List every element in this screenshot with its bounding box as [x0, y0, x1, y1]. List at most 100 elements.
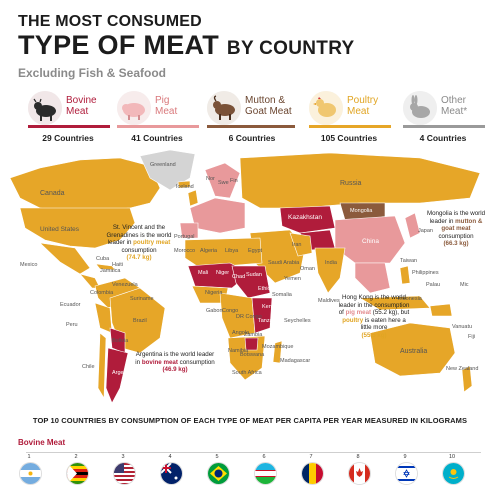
legend-bar-other	[403, 125, 485, 128]
country-label: Egypt	[248, 248, 263, 254]
country-label: Palau	[426, 282, 441, 288]
usa-flag	[113, 462, 136, 485]
country-label: DR Congo	[236, 314, 262, 320]
world-map-svg	[9, 149, 481, 404]
india-shape	[314, 247, 346, 294]
rank-number: 10	[448, 454, 456, 460]
legend-poultry: Poultry Meat	[309, 91, 395, 129]
uzbekistan-flag	[254, 462, 277, 485]
country-label: Mic	[460, 282, 469, 288]
argentina-flag	[19, 462, 42, 485]
zimbabwe-shape	[244, 337, 259, 351]
legend-bar-bovine	[28, 125, 110, 128]
canada-flag	[348, 462, 371, 485]
legend-bar-poultry	[309, 125, 391, 128]
rank-number: 7	[309, 454, 313, 460]
country-label: Fiji	[468, 334, 476, 340]
country-label: Argentina	[112, 370, 136, 376]
country-label: Nigeria	[205, 290, 223, 296]
country-label: Japan	[418, 228, 433, 234]
country-label: Gabon	[206, 308, 223, 314]
world-map: Canada United States Mexico Cuba Haiti J…	[0, 148, 500, 410]
uk-shape	[187, 189, 199, 207]
legend-count: 29 Countries	[42, 133, 94, 143]
chile-shape	[97, 332, 107, 400]
legend-count: 4 Countries	[419, 133, 467, 143]
indonesia-shape	[358, 295, 431, 311]
legend-mutton: Mutton & Goat Meat	[207, 91, 297, 129]
legend-label: Mutton & Goat Meat	[245, 95, 292, 117]
country-label: Madagascar	[280, 358, 311, 364]
legend-other: Other Meat*	[403, 91, 489, 129]
callout-mongolia: Mongolia is the world leader in mutton &…	[426, 210, 486, 247]
philippines-shape	[399, 265, 411, 285]
country-label: Ethiopia	[258, 286, 278, 292]
country-label: Haiti	[112, 262, 124, 268]
png-shape	[429, 303, 453, 317]
kazakhstan-flag	[442, 462, 465, 485]
country-label: Canada	[40, 190, 65, 197]
cow-icon	[28, 91, 62, 125]
country-label: Yemen	[284, 276, 301, 282]
country-label: Mali	[198, 270, 209, 276]
russia-shape	[239, 152, 481, 209]
madagascar-shape	[272, 340, 283, 364]
title-line-1: THE MOST CONSUMED	[18, 13, 202, 30]
country-label: Chile	[82, 364, 95, 370]
israel-flag	[395, 462, 418, 485]
country-label: Vanuatu	[452, 324, 473, 330]
country-label: Jamaica	[100, 268, 121, 274]
country-label: Mozambique	[262, 344, 294, 350]
country-label: Suriname	[130, 296, 154, 302]
usa-shape	[19, 207, 136, 249]
country-label: Mexico	[20, 262, 38, 268]
legend-label: Bovine Meat	[66, 95, 97, 117]
country-label: Brazil	[133, 318, 147, 324]
kazakhstan-shape	[279, 205, 336, 234]
country-label: Somalia	[272, 292, 292, 298]
country-label: Swe	[218, 180, 229, 186]
legend-label: Poultry Meat	[347, 95, 379, 117]
scandinavia-shape	[204, 162, 241, 199]
zimbabwe-flag	[66, 462, 89, 485]
iceland-shape	[177, 180, 191, 189]
chicken-icon	[309, 91, 343, 125]
legend-label: Pig Meat	[155, 95, 178, 117]
brazil-flag	[207, 462, 230, 485]
bottom-title: TOP 10 COUNTRIES BY CONSUMPTION OF EACH …	[32, 416, 468, 425]
country-label: Nor	[206, 176, 215, 182]
callout-st-vincent: St. Vincent and the Grenadines is the wo…	[106, 224, 172, 261]
country-label: Bolivia	[112, 338, 129, 344]
korea-japan-shape	[404, 212, 421, 239]
country-label: Namibia	[228, 348, 249, 354]
country-label: Philippines	[412, 270, 439, 276]
country-label: Zambia	[244, 332, 263, 338]
southeast-asia-shape	[354, 262, 391, 294]
country-label: Venezuela	[112, 282, 138, 288]
country-label: New Zealand	[446, 366, 479, 372]
chad-flag	[301, 462, 324, 485]
iberia-shape	[179, 222, 199, 239]
pig-icon	[117, 91, 151, 125]
legend-count: 41 Countries	[131, 133, 183, 143]
country-label: Fin	[230, 178, 238, 184]
caribbean-shape	[95, 263, 116, 271]
callout-hong-kong: Hong Kong is the world leader in the con…	[338, 294, 410, 339]
iran-shape	[289, 232, 313, 257]
country-label: Sudan	[246, 272, 262, 278]
new-zealand-shape	[461, 365, 473, 393]
country-label: Kenya	[262, 304, 278, 310]
country-label: Seychelles	[284, 318, 311, 324]
country-label: Australia	[400, 348, 428, 355]
country-label: Algeria	[200, 248, 218, 254]
country-label: Iran	[292, 242, 302, 248]
country-label: Iceland	[176, 184, 194, 190]
bovine-divider	[26, 452, 481, 453]
country-label: Mongolia	[350, 208, 373, 214]
country-label: China	[362, 238, 379, 245]
country-label: Botswana	[240, 352, 265, 358]
country-label: Saudi Arabia	[268, 260, 300, 266]
country-label: Libya	[225, 248, 239, 254]
rank-number: 2	[74, 454, 78, 460]
title-line-2: TYPE OF MEAT BY COUNTRY	[18, 30, 355, 61]
